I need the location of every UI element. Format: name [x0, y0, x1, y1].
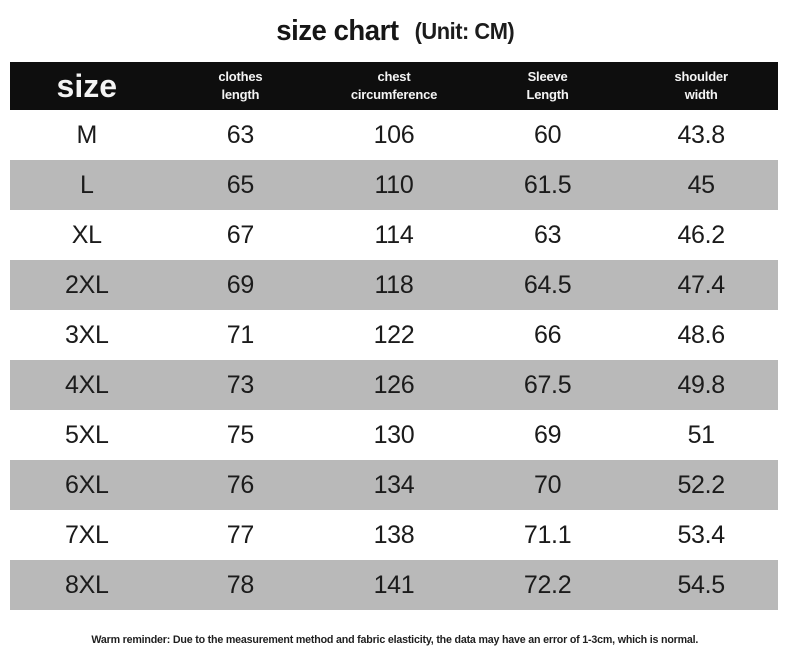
value-cell: 66 — [533, 320, 562, 349]
value-cell: 65 — [226, 170, 255, 199]
header-sleeve-length: Sleeve Length — [526, 68, 569, 102]
value-cell: 47.4 — [677, 270, 725, 299]
value-cell: 141 — [373, 570, 415, 599]
size-cell: 3XL — [65, 320, 109, 349]
value-cell: 45 — [687, 170, 716, 199]
size-cell: 8XL — [65, 570, 109, 599]
value-cell: 122 — [373, 320, 415, 349]
value-cell: 69 — [533, 420, 562, 449]
table-row: XL 67 114 63 46.2 — [10, 210, 778, 260]
value-cell: 48.6 — [677, 320, 725, 349]
header-clothes-length: clothes length — [218, 68, 263, 102]
size-cell: 4XL — [65, 370, 109, 399]
table-row: M 63 106 60 43.8 — [10, 110, 778, 160]
table-row: 7XL 77 138 71.1 53.4 — [10, 510, 778, 560]
header-chest-circumference: chest circumference — [350, 68, 438, 102]
value-cell: 76 — [226, 470, 255, 499]
value-cell: 61.5 — [523, 170, 572, 199]
value-cell: 63 — [226, 120, 255, 149]
footer: Warm reminder: Due to the measurement me… — [0, 610, 790, 669]
value-cell: 130 — [373, 420, 415, 449]
value-cell: 106 — [373, 120, 415, 149]
size-cell: L — [79, 170, 94, 199]
table-row: L 65 110 61.5 45 — [10, 160, 778, 210]
size-cell: XL — [71, 220, 102, 249]
title-text: size chart — [276, 14, 399, 47]
value-cell: 114 — [374, 220, 414, 249]
table-row: 5XL 75 130 69 51 — [10, 410, 778, 460]
value-cell: 110 — [374, 170, 414, 199]
value-cell: 67.5 — [523, 370, 572, 399]
value-cell: 78 — [226, 570, 255, 599]
size-cell: M — [76, 120, 98, 149]
header-size: size — [56, 67, 118, 104]
value-cell: 72.2 — [523, 570, 572, 599]
value-cell: 60 — [533, 120, 562, 149]
value-cell: 77 — [226, 520, 255, 549]
table-row: 4XL 73 126 67.5 49.8 — [10, 360, 778, 410]
value-cell: 134 — [373, 470, 415, 499]
value-cell: 51 — [687, 420, 716, 449]
value-cell: 43.8 — [677, 120, 725, 149]
header-shoulder-width: shoulder width — [674, 68, 728, 102]
value-cell: 46.2 — [677, 220, 725, 249]
value-cell: 67 — [226, 220, 255, 249]
size-cell: 7XL — [65, 520, 109, 549]
size-cell: 6XL — [65, 470, 109, 499]
value-cell: 75 — [226, 420, 255, 449]
value-cell: 71.1 — [523, 520, 572, 549]
value-cell: 69 — [226, 270, 255, 299]
value-cell: 118 — [374, 270, 414, 299]
title-unit-text: (Unit: CM) — [414, 17, 515, 44]
table-row: 2XL 69 118 64.5 47.4 — [10, 260, 778, 310]
size-table: size clothes length chest circumference … — [10, 62, 778, 610]
value-cell: 64.5 — [523, 270, 572, 299]
table-row: 8XL 78 141 72.2 54.5 — [10, 560, 778, 610]
size-cell: 5XL — [65, 420, 109, 449]
table-header-row: size clothes length chest circumference … — [10, 62, 778, 110]
table-row: 3XL 71 122 66 48.6 — [10, 310, 778, 360]
page-title: size chart (Unit: CM) — [0, 0, 790, 62]
value-cell: 126 — [373, 370, 415, 399]
value-cell: 71 — [226, 320, 255, 349]
value-cell: 52.2 — [677, 470, 725, 499]
size-cell: 2XL — [65, 270, 109, 299]
value-cell: 63 — [533, 220, 562, 249]
value-cell: 70 — [533, 470, 562, 499]
value-cell: 53.4 — [677, 520, 725, 549]
warm-reminder-note: Warm reminder: Due to the measurement me… — [91, 633, 699, 646]
value-cell: 54.5 — [677, 570, 725, 599]
value-cell: 73 — [226, 370, 255, 399]
table-row: 6XL 76 134 70 52.2 — [10, 460, 778, 510]
value-cell: 138 — [373, 520, 415, 549]
value-cell: 49.8 — [677, 370, 725, 399]
